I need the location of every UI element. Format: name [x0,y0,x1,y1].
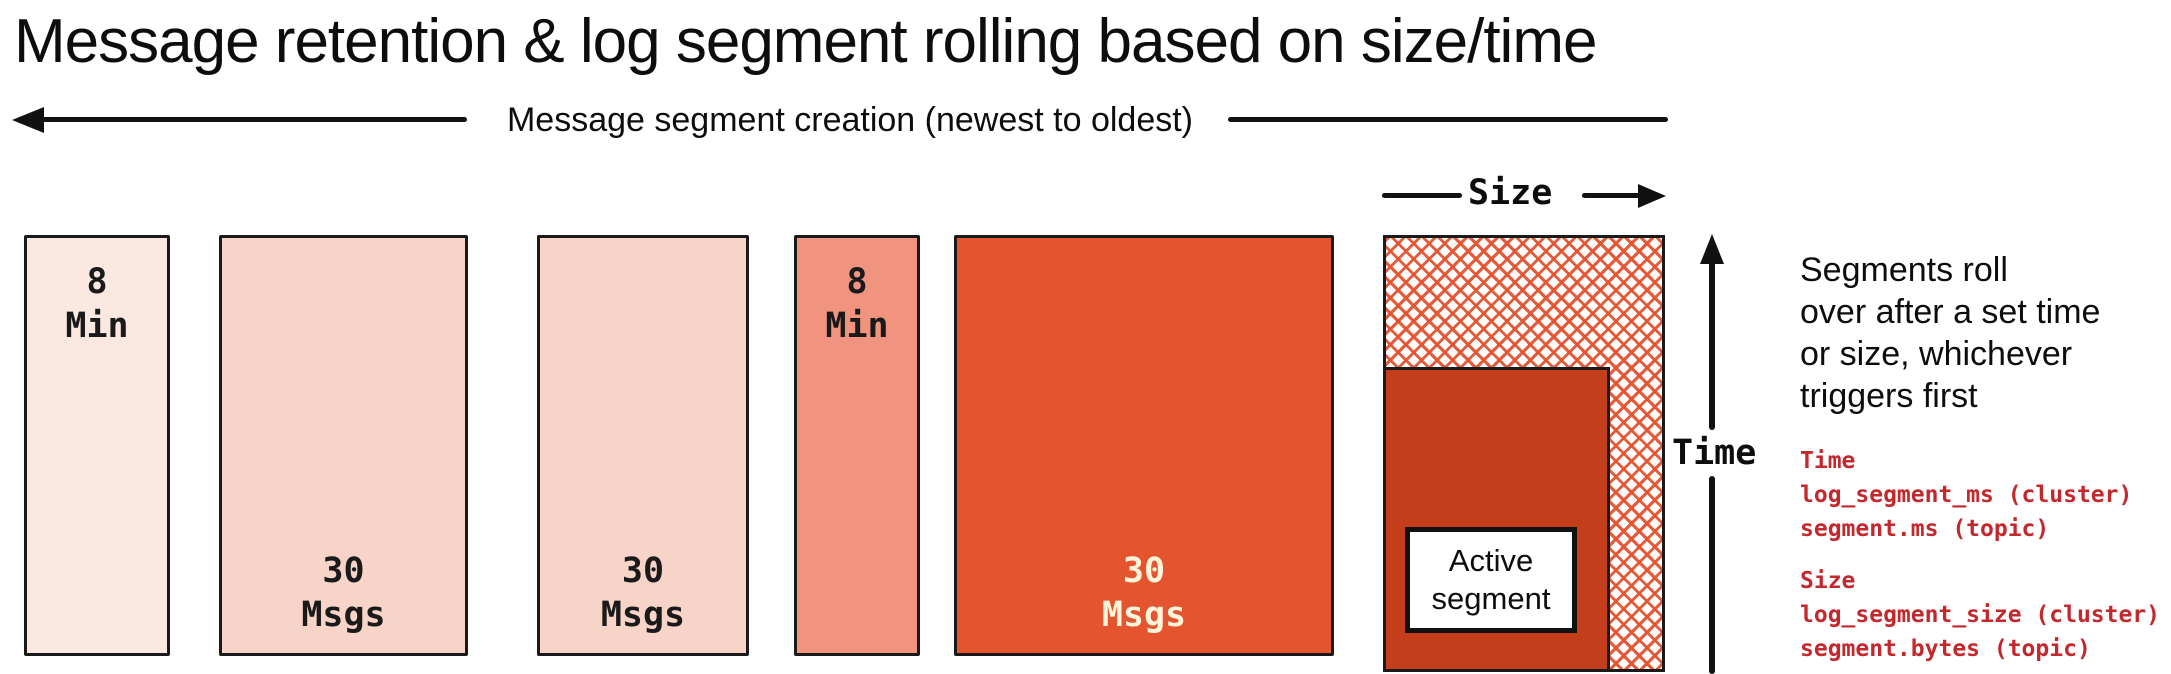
size-axis-label: Size [1468,173,1553,213]
log-segment-3: 30 Msgs [537,235,749,656]
log-segment-4: 8 Min [794,235,920,656]
creation-axis-line-left [42,117,467,122]
segment-label: 30 Msgs [600,551,686,635]
time-axis-label: Time [1672,433,1757,473]
log-segment-5: 30 Msgs [954,235,1334,656]
creation-axis-label: Message segment creation (newest to olde… [506,101,1193,139]
segment-label: 8 Min [65,262,129,346]
segment-label: 30 Msgs [301,551,386,635]
time-axis-line-top [1709,260,1715,430]
log-segment-1: 8 Min [24,235,170,656]
segment-label: 30 Msgs [1101,551,1187,635]
page-title: Message retention & log segment rolling … [14,7,1597,76]
creation-axis-line-right [1228,117,1668,122]
time-axis-line-bottom [1709,476,1715,674]
active-segment-tag: Active segment [1405,527,1577,633]
size-axis-line-left [1382,193,1462,198]
right-arrowhead-icon [1638,184,1666,208]
time-config-settings: Time log_segment_ms (cluster) segment.ms… [1800,448,2133,542]
up-arrowhead-icon [1700,234,1724,264]
left-arrowhead-icon [12,107,44,133]
rollover-note: Segments roll over after a set time or s… [1800,251,2101,415]
segment-label: 8 Min [825,262,889,346]
size-axis-line-right [1582,193,1640,198]
size-config-settings: Size log_segment_size (cluster) segment.… [1800,568,2161,662]
log-segment-2: 30 Msgs [219,235,468,656]
